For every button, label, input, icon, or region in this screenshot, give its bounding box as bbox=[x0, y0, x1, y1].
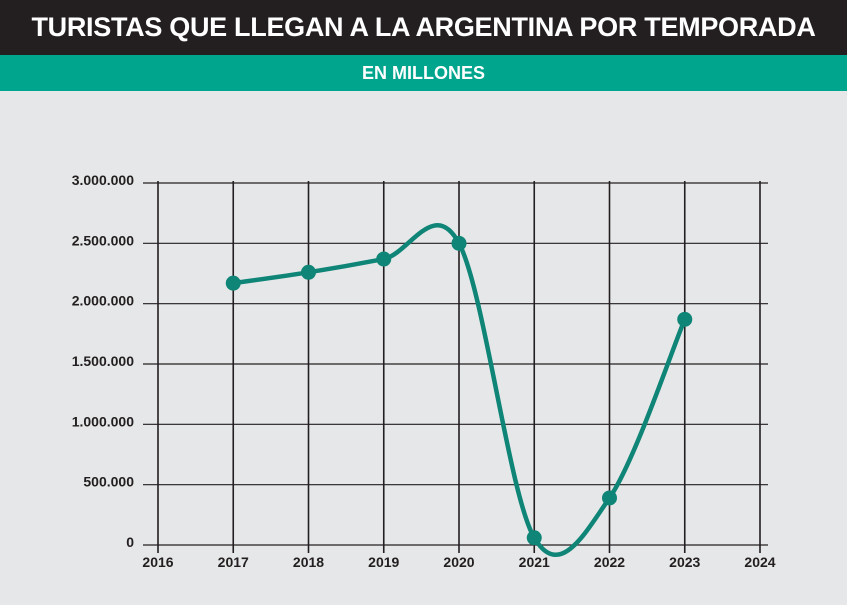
x-tick-label: 2020 bbox=[443, 554, 474, 570]
chart-title: TURISTAS QUE LLEGAN A LA ARGENTINA POR T… bbox=[31, 12, 816, 42]
x-tick-label: 2019 bbox=[368, 554, 399, 570]
x-tick-label: 2018 bbox=[293, 554, 324, 570]
chart-series bbox=[225, 223, 693, 557]
y-tick-label: 2.500.000 bbox=[72, 232, 134, 248]
x-tick-label: 2024 bbox=[744, 554, 775, 570]
data-point bbox=[301, 264, 316, 280]
y-tick-label: 1.500.000 bbox=[72, 353, 134, 369]
data-point bbox=[451, 235, 467, 251]
data-point bbox=[602, 490, 617, 506]
y-tick-label: 500.000 bbox=[83, 474, 134, 490]
data-point bbox=[225, 275, 241, 291]
title-bar: TURISTAS QUE LLEGAN A LA ARGENTINA POR T… bbox=[0, 0, 847, 55]
data-point bbox=[677, 311, 693, 327]
y-axis-ticks: 0 500.000 1.000.000 1.500.000 2.000.000 2.500… bbox=[72, 172, 135, 550]
x-axis-ticks: 2016 2017 2018 2019 2020 2021 2022 2023 2024 bbox=[142, 554, 775, 570]
chart-subtitle: EN MILLONES bbox=[361, 62, 485, 83]
y-tick-label: 3.000.000 bbox=[72, 172, 134, 188]
data-point bbox=[376, 251, 392, 267]
x-tick-label: 2016 bbox=[142, 554, 173, 570]
y-tick-label: 0 bbox=[126, 534, 134, 550]
x-tick-label: 2022 bbox=[594, 554, 625, 570]
y-tick-label: 2.000.000 bbox=[72, 293, 134, 309]
subtitle-bar: EN MILLONES bbox=[0, 55, 847, 91]
data-point bbox=[526, 530, 542, 546]
x-tick-label: 2017 bbox=[218, 554, 249, 570]
x-tick-label: 2023 bbox=[669, 554, 700, 570]
y-tick-label: 1.000.000 bbox=[72, 413, 134, 429]
x-tick-label: 2021 bbox=[519, 554, 550, 570]
